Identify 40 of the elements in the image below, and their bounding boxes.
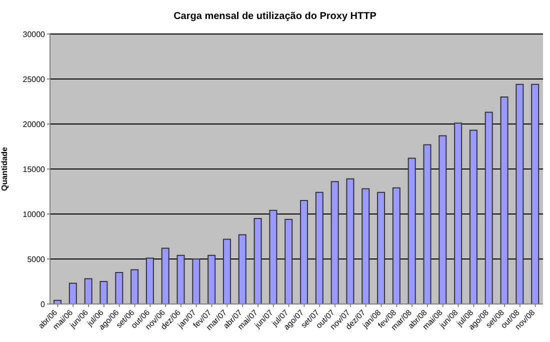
bar <box>362 188 370 304</box>
bar <box>438 135 447 304</box>
y-tick-label: 10000 <box>22 210 46 219</box>
y-tick-label: 15000 <box>22 164 46 174</box>
bar <box>146 258 154 304</box>
bar <box>269 210 278 304</box>
y-tick-label: 20000 <box>22 120 46 129</box>
bar <box>454 122 462 304</box>
bar <box>469 130 478 304</box>
bar <box>346 178 354 304</box>
y-axis-title: Quantidade <box>0 146 9 192</box>
bar <box>208 254 216 304</box>
bar <box>84 278 92 304</box>
bar <box>300 200 308 304</box>
bar <box>130 269 139 304</box>
bar <box>192 258 200 304</box>
bar <box>531 84 540 304</box>
bar <box>423 144 432 304</box>
bar <box>176 254 185 304</box>
bar <box>222 238 231 304</box>
bar <box>500 96 508 304</box>
bar <box>115 272 124 304</box>
bar <box>315 192 324 304</box>
bar <box>284 218 293 304</box>
bar <box>330 181 339 304</box>
y-tick-label: 25000 <box>22 74 46 84</box>
bar <box>100 281 108 304</box>
bar <box>516 84 524 304</box>
bar <box>392 187 400 304</box>
chart-title: Carga mensal de utilização do Proxy HTTP <box>172 10 378 24</box>
bar <box>238 234 246 304</box>
bar <box>254 218 262 304</box>
y-tick-label: 30000 <box>22 30 46 39</box>
bar <box>408 158 416 304</box>
y-tick-label: 5000 <box>27 254 46 264</box>
bar <box>161 248 170 304</box>
bar <box>68 282 77 304</box>
bar <box>484 112 493 304</box>
y-tick-label: 0 <box>40 300 46 309</box>
bar <box>377 192 386 304</box>
